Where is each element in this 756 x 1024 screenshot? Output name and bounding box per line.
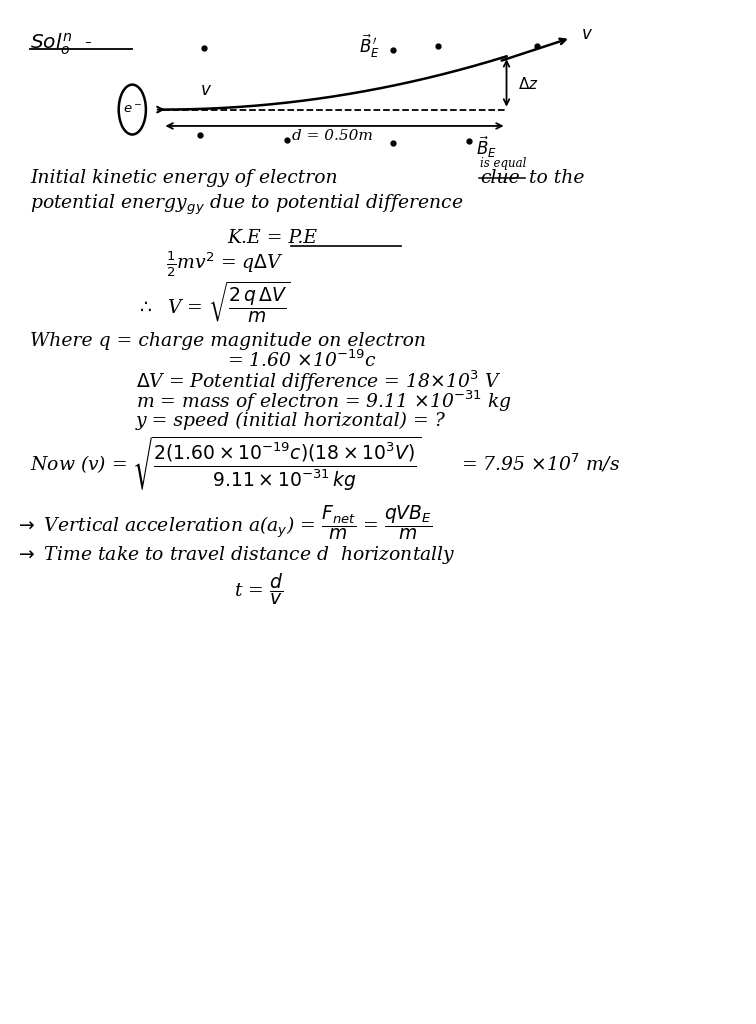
Text: $\Delta$V = Potential difference = 18$\times$10$^3$ V: $\Delta$V = Potential difference = 18$\t… bbox=[136, 369, 501, 393]
Text: = 1.60 $\times$10$^{-19}$c: = 1.60 $\times$10$^{-19}$c bbox=[227, 350, 376, 371]
Text: K.E = P.E: K.E = P.E bbox=[227, 228, 317, 247]
Text: y = speed (initial horizontal) = ?: y = speed (initial horizontal) = ? bbox=[136, 412, 446, 430]
Text: Where q = charge magnitude on electron: Where q = charge magnitude on electron bbox=[30, 332, 426, 350]
Text: Now (v) = $\sqrt{\dfrac{2(1.60\times10^{-19}c)(18\times10^3 V)}{9.11 \times 10^{: Now (v) = $\sqrt{\dfrac{2(1.60\times10^{… bbox=[30, 434, 422, 492]
Text: $Sol^n_o$  -: $Sol^n_o$ - bbox=[30, 32, 93, 56]
Text: t = $\dfrac{d}{v}$: t = $\dfrac{d}{v}$ bbox=[234, 570, 284, 607]
Text: clue: clue bbox=[480, 169, 520, 187]
Text: potential energy$_{gy}$ due to potential difference: potential energy$_{gy}$ due to potential… bbox=[30, 193, 464, 217]
Text: is equal: is equal bbox=[480, 158, 526, 170]
Text: $v$: $v$ bbox=[581, 27, 593, 43]
Text: $e^-$: $e^-$ bbox=[122, 103, 142, 116]
Text: Initial kinetic energy of electron: Initial kinetic energy of electron bbox=[30, 169, 338, 187]
Text: to the: to the bbox=[529, 169, 584, 187]
Text: $\vec{B}^{\,\prime}_{E}$: $\vec{B}^{\,\prime}_{E}$ bbox=[359, 33, 380, 59]
Text: = 7.95 $\times$10$^7$ m/s: = 7.95 $\times$10$^7$ m/s bbox=[461, 452, 620, 474]
Text: d = 0.50m: d = 0.50m bbox=[293, 129, 373, 143]
Text: $\Delta z$: $\Delta z$ bbox=[518, 76, 538, 92]
Text: m = mass of electron = 9.11 $\times$10$^{-31}$ kg: m = mass of electron = 9.11 $\times$10$^… bbox=[136, 389, 513, 414]
Text: $\vec{B}_{E}$: $\vec{B}_{E}$ bbox=[476, 135, 497, 160]
Text: $\rightarrow$ Vertical acceleration a(a$_y$) = $\dfrac{F_{net}}{m}$ = $\dfrac{qV: $\rightarrow$ Vertical acceleration a(a$… bbox=[15, 503, 432, 542]
Text: $v$: $v$ bbox=[200, 82, 212, 98]
Text: $\therefore$  V = $\sqrt{\dfrac{2\,q\,\Delta V}{m}}$: $\therefore$ V = $\sqrt{\dfrac{2\,q\,\De… bbox=[136, 279, 291, 324]
Text: $\rightarrow$ Time take to travel distance d  horizontally: $\rightarrow$ Time take to travel distan… bbox=[15, 544, 456, 566]
Text: $\frac{1}{2}$mv$^2$ = q$\Delta$V: $\frac{1}{2}$mv$^2$ = q$\Delta$V bbox=[166, 250, 284, 279]
